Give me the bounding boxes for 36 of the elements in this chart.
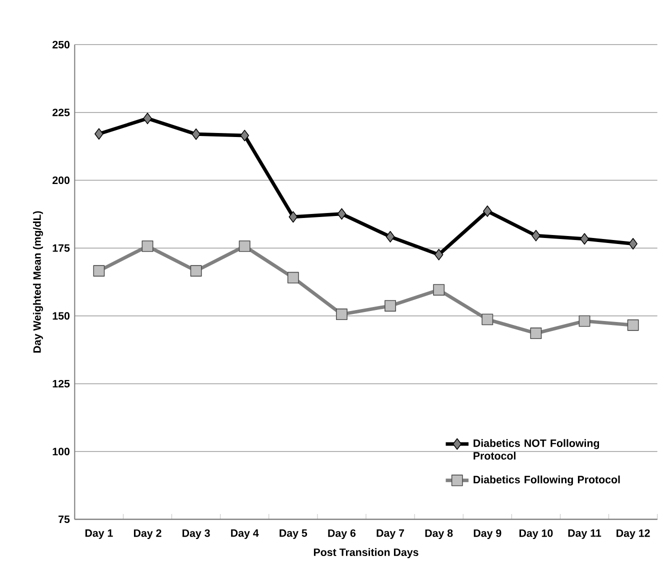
point	[94, 128, 104, 140]
x-tick-label: Day 3	[182, 529, 210, 540]
point	[240, 130, 250, 142]
point	[288, 211, 298, 223]
point	[192, 128, 200, 140]
x-tick-label: Day 8	[425, 529, 453, 540]
legend-label: Diabetics NOT Following Protocol	[474, 439, 600, 460]
y-tick-label: 150	[52, 312, 70, 320]
x-tick-label: Day 1	[85, 529, 113, 539]
point	[628, 238, 638, 250]
y-tick-label: 200	[52, 176, 70, 184]
point	[434, 248, 444, 260]
point	[482, 205, 492, 217]
x-tick-label: Day 11	[568, 529, 602, 539]
point	[143, 112, 152, 124]
legend-label: Diabetics Following Protocol	[474, 476, 620, 486]
point	[337, 208, 346, 220]
y-tick-label: 125	[52, 380, 70, 388]
point	[386, 230, 395, 242]
point	[580, 233, 589, 245]
x-tick-label: Day 12	[616, 529, 650, 540]
x-tick-label: Day 5	[280, 529, 308, 539]
x-tick-label: Day 7	[376, 529, 404, 539]
x-tick-label: Day 2	[134, 529, 162, 540]
x-tick-label: Day 10	[519, 529, 553, 540]
x-tick-label: Day 6	[328, 529, 356, 540]
x-axis-title: Post Transition Days	[314, 548, 418, 558]
y-tick-label: 75	[58, 516, 70, 524]
y-tick-label: 225	[52, 108, 70, 116]
x-tick-label: Day 9	[474, 529, 502, 540]
y-tick-label: 175	[52, 244, 70, 252]
x-tick-label: Day 4	[231, 529, 259, 539]
y-axis-title: Day Weighted Mean (mg/dL)	[33, 211, 44, 353]
point	[532, 230, 540, 242]
y-tick-label: 100	[52, 448, 70, 456]
y-tick-label: 250	[52, 40, 70, 48]
